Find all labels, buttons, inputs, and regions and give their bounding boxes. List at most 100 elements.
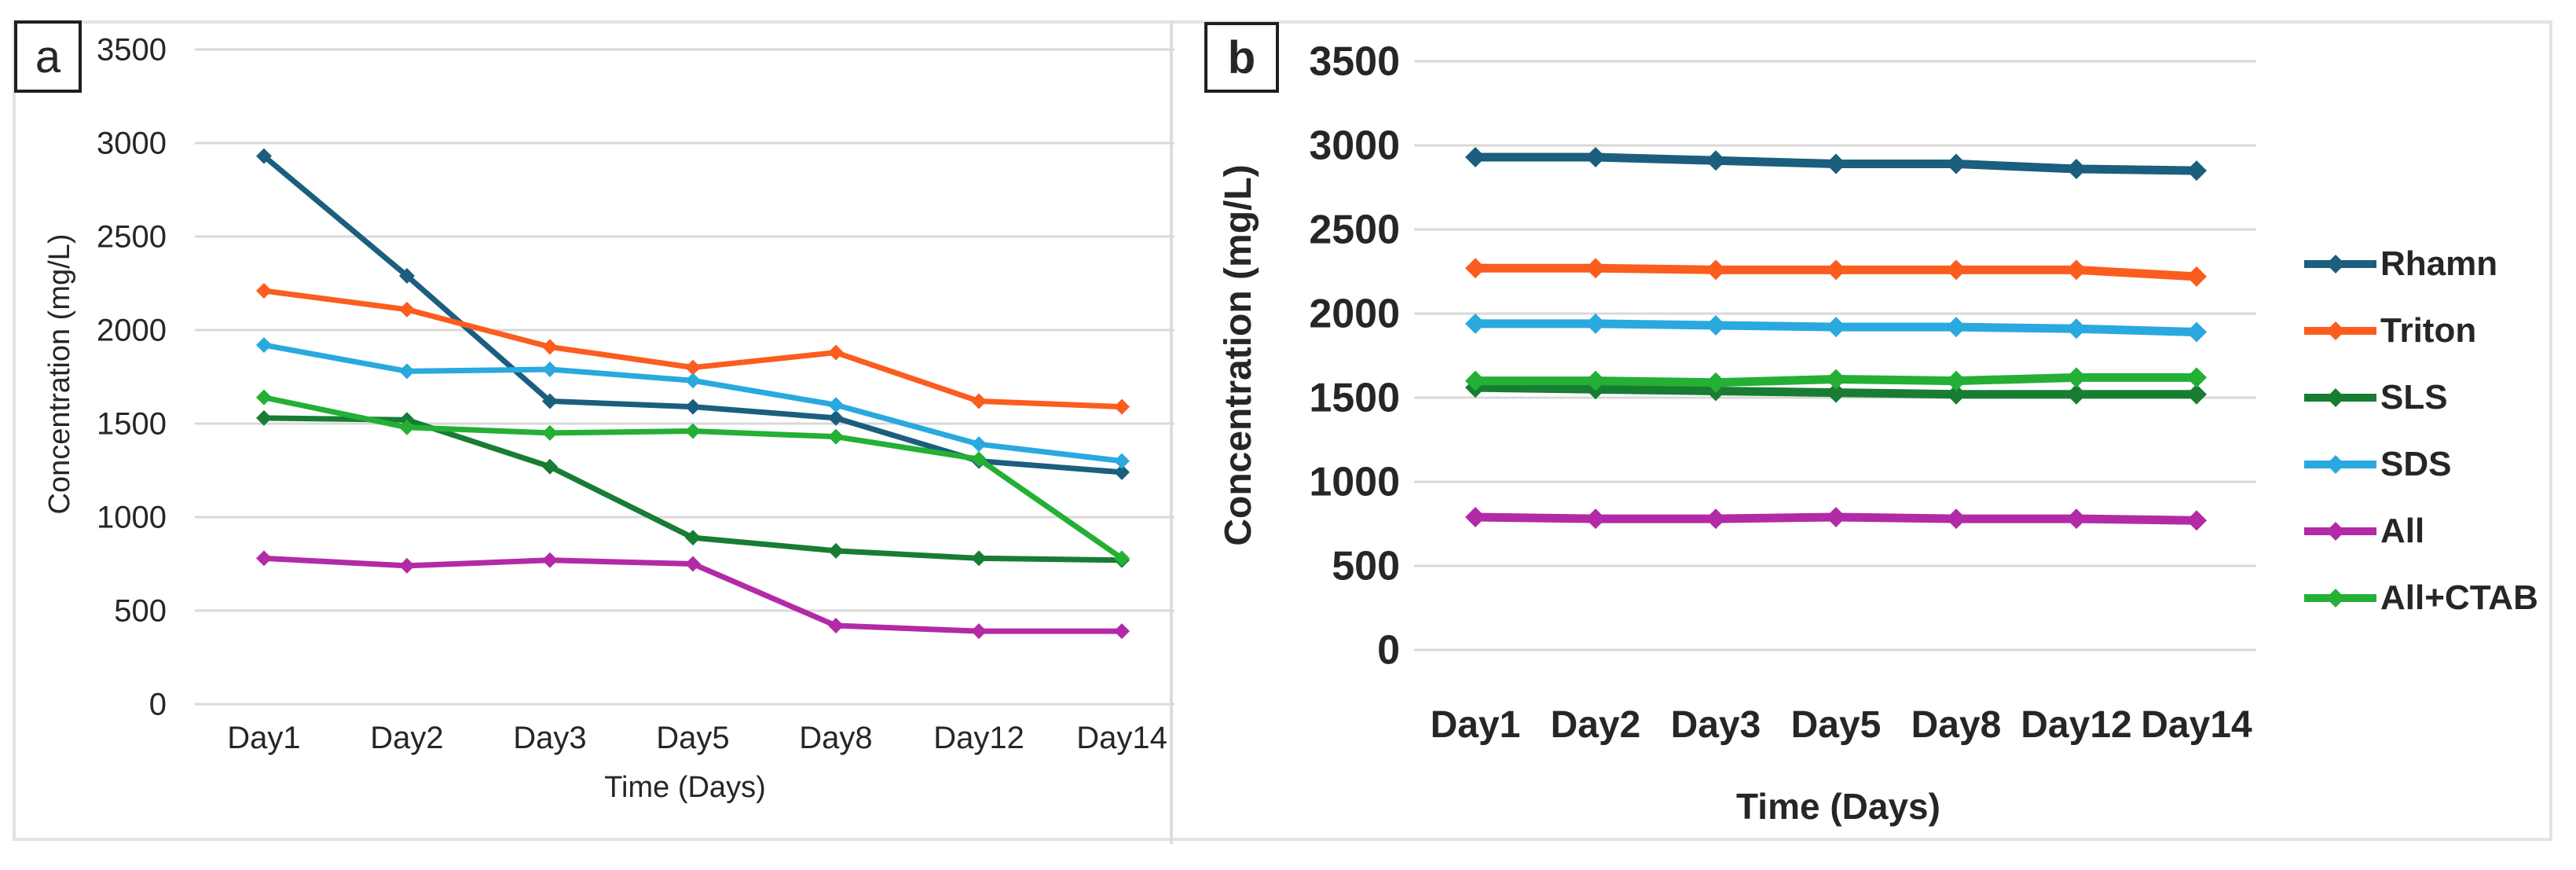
panel-b-label: b xyxy=(1227,31,1256,83)
x-tick-label: Day2 xyxy=(1551,704,1641,746)
data-point-marker xyxy=(828,409,844,426)
y-tick-label: 1500 xyxy=(1309,376,1400,421)
data-point-marker xyxy=(971,436,987,453)
y-tick-label: 0 xyxy=(149,688,167,722)
data-point-marker xyxy=(685,398,701,415)
y-tick-labels-a: 0 500 1000 1500 2000 2500 3000 3500 xyxy=(97,33,167,722)
series-All+CTAB-b xyxy=(1465,367,2207,393)
legend-swatch-icon xyxy=(2304,588,2376,608)
data-point-marker xyxy=(399,267,415,284)
data-point-marker xyxy=(1465,506,1486,527)
y-tick-label: 1000 xyxy=(97,501,167,535)
data-point-marker xyxy=(1706,150,1726,171)
data-point-marker xyxy=(1465,313,1486,334)
y-axis-title-a: Concentration (mg/L) xyxy=(43,234,76,515)
data-point-marker xyxy=(828,618,844,634)
x-tick-label: Day1 xyxy=(227,721,300,755)
data-point-marker xyxy=(2186,384,2207,405)
data-point-marker xyxy=(1114,464,1130,480)
data-point-marker xyxy=(1585,258,1606,279)
y-tick-label: 3000 xyxy=(97,127,167,161)
data-point-marker xyxy=(2066,259,2087,281)
data-point-marker xyxy=(542,424,558,441)
y-tick-label: 1500 xyxy=(97,407,167,442)
y-tick-label: 0 xyxy=(1377,628,1400,674)
x-tick-label: Day3 xyxy=(1671,704,1761,746)
legend-swatch-icon xyxy=(2304,454,2376,474)
gridlines-a xyxy=(195,48,1174,706)
data-point-marker xyxy=(828,397,844,413)
data-point-marker xyxy=(1706,314,1726,336)
data-point-marker xyxy=(542,339,558,355)
data-point-marker xyxy=(256,148,272,164)
data-point-marker xyxy=(971,623,987,640)
data-point-marker xyxy=(971,451,987,468)
x-tick-labels-b: Day1 Day2 Day3 Day5 Day8 Day12 Day14 xyxy=(1431,704,2252,746)
data-point-marker xyxy=(1114,623,1130,640)
data-point-marker xyxy=(399,419,415,435)
data-point-marker xyxy=(256,389,272,406)
data-point-marker xyxy=(542,361,558,377)
data-point-marker xyxy=(1114,453,1130,469)
x-tick-labels-a: Day1 Day2 Day3 Day5 Day8 Day12 Day14 xyxy=(227,721,1167,755)
y-tick-label: 2000 xyxy=(97,314,167,348)
data-point-marker xyxy=(542,552,558,568)
legend-item-sls: SLS xyxy=(2304,364,2538,431)
panel-b: 0 500 1000 1500 2000 2500 3000 3500 Concentratio… xyxy=(1178,0,2576,870)
x-tick-label: Day5 xyxy=(1791,704,1882,746)
legend-swatch-icon xyxy=(2304,254,2376,273)
data-point-marker xyxy=(399,301,415,318)
data-point-marker xyxy=(685,423,701,439)
data-point-marker xyxy=(2066,367,2087,388)
data-point-marker xyxy=(256,550,272,567)
data-point-marker xyxy=(1826,259,1846,281)
series-line xyxy=(261,288,1125,410)
y-tick-label: 2000 xyxy=(1309,292,1400,337)
legend-item-sds: SDS xyxy=(2304,431,2538,497)
x-tick-label: Day12 xyxy=(933,721,1024,755)
data-point-marker xyxy=(1706,372,1726,393)
x-tick-label: Day1 xyxy=(1431,704,1521,746)
y-tick-label: 500 xyxy=(1332,544,1400,589)
data-point-marker xyxy=(2186,321,2207,343)
data-point-marker xyxy=(1585,146,1606,167)
data-point-marker xyxy=(1706,508,1726,530)
y-tick-label: 1000 xyxy=(1309,460,1400,505)
data-point-marker xyxy=(1826,506,1846,527)
panel-a-label: a xyxy=(35,31,61,83)
data-point-marker xyxy=(542,393,558,409)
data-point-marker xyxy=(2186,160,2207,182)
series-Triton-a xyxy=(256,283,1130,415)
x-tick-label: Day8 xyxy=(1911,704,2002,746)
data-point-marker xyxy=(1946,508,1966,530)
legend-swatch-icon xyxy=(2304,521,2376,541)
legend-label: All xyxy=(2380,511,2425,550)
legend-swatch-icon xyxy=(2304,321,2376,340)
data-point-marker xyxy=(1465,146,1486,167)
data-point-marker xyxy=(1465,258,1486,279)
y-tick-label: 3500 xyxy=(97,33,167,68)
legend-label: SLS xyxy=(2380,377,2448,417)
data-point-marker xyxy=(971,393,987,409)
series-SDS-b xyxy=(1465,313,2207,343)
data-point-marker xyxy=(685,556,701,572)
data-point-marker xyxy=(1114,550,1130,567)
data-point-marker xyxy=(2066,384,2087,405)
data-point-marker xyxy=(1826,153,1846,174)
x-axis-title-a: Time (Days) xyxy=(604,771,765,804)
data-point-marker xyxy=(2066,158,2087,179)
chart-b-legend: Rhamn Triton SLS SDS All All+CTAB xyxy=(2304,230,2538,631)
data-point-marker xyxy=(1826,369,1846,390)
data-point-marker xyxy=(685,373,701,389)
data-point-marker xyxy=(1585,370,1606,391)
x-tick-label: Day5 xyxy=(656,721,729,755)
y-tick-label: 2500 xyxy=(97,220,167,255)
legend-label: All+CTAB xyxy=(2380,578,2538,617)
panel-divider-line xyxy=(1170,20,1173,844)
series-All-b xyxy=(1465,506,2207,531)
data-point-marker xyxy=(828,344,844,361)
y-axis-title-b: Concentration (mg/L) xyxy=(1218,164,1259,545)
data-point-marker xyxy=(685,530,701,546)
data-point-marker xyxy=(399,557,415,574)
